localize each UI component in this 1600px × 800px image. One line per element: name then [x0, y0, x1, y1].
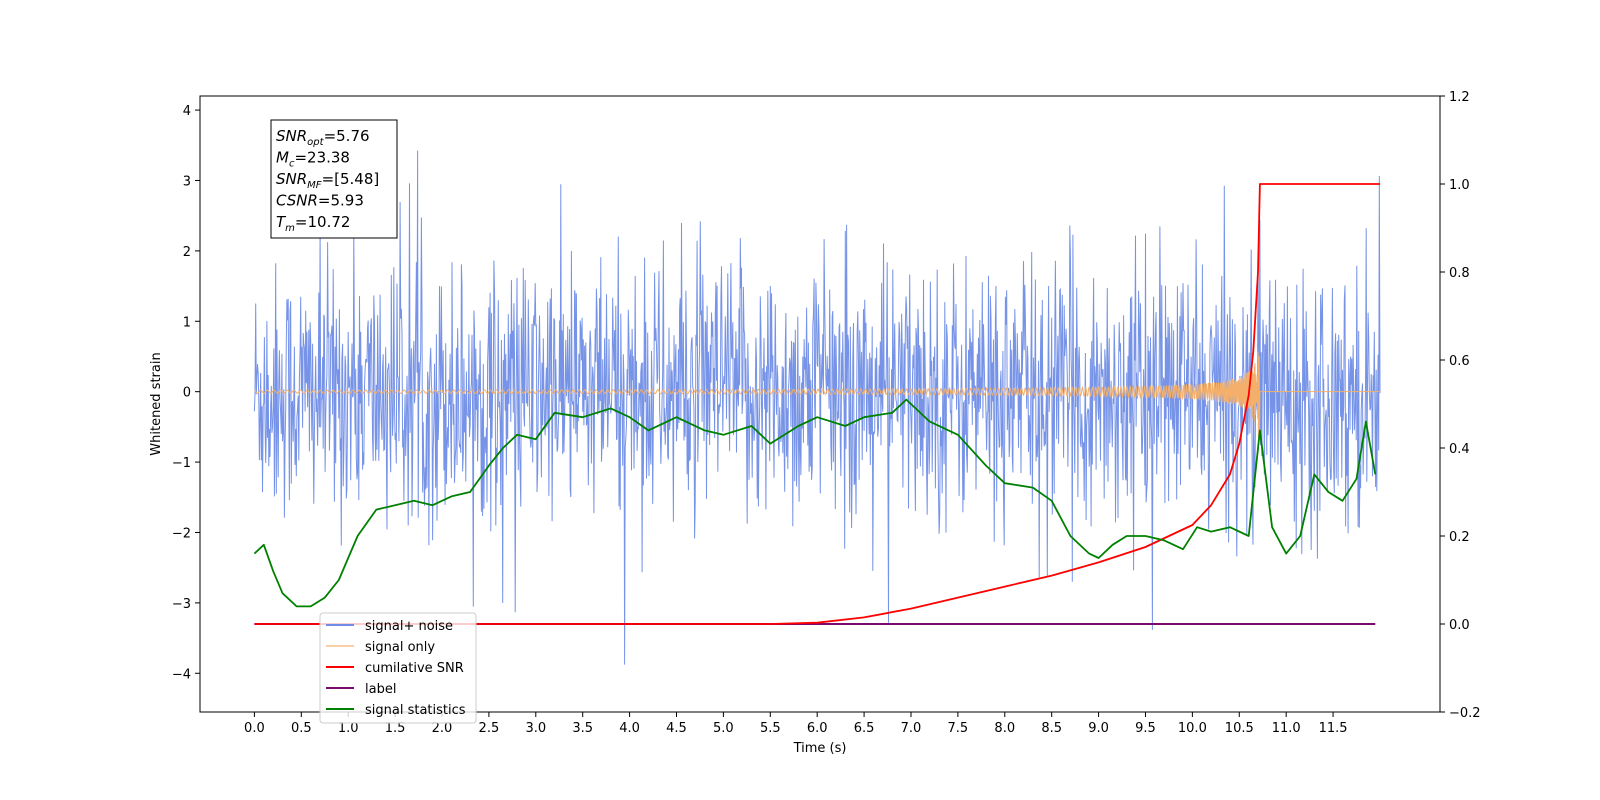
x-axis: 0.0 0.5 1.0 1.5 2.0 2.5 3.0 3.5 4.0 4.5 5.0 5.5 6.0 6…	[244, 712, 1348, 736]
y2-tick-label: 0.2	[1449, 530, 1470, 545]
x-tick-label: 11.0	[1272, 721, 1301, 736]
y-axis-label: Whitened strain	[149, 352, 164, 455]
x-tick-label: 10.0	[1178, 721, 1207, 736]
y2-tick-label: 0.8	[1449, 266, 1470, 281]
legend-entry: cumilative SNR	[365, 661, 464, 676]
x-tick-label: 6.5	[854, 721, 875, 736]
x-tick-label: 11.5	[1319, 721, 1348, 736]
x-axis-label: Time (s)	[793, 741, 847, 756]
y2-tick-label: 0.4	[1449, 442, 1470, 457]
y2-tick-label: 1.2	[1449, 90, 1470, 105]
x-tick-label: 5.5	[760, 721, 781, 736]
annotation-frame	[270, 119, 398, 239]
y-tick-label: −1	[172, 456, 191, 471]
x-tick-label: 3.5	[572, 721, 593, 736]
x-tick-label: 7.5	[948, 721, 969, 736]
y-tick-label: 0	[183, 386, 191, 401]
series-signal-noise	[253, 150, 1381, 665]
x-tick-label: 8.0	[994, 721, 1015, 736]
legend-entry: signal+ noise	[365, 619, 453, 634]
x-tick-label: 1.5	[385, 721, 406, 736]
y-tick-label: −3	[172, 597, 191, 612]
y-tick-label: 1	[183, 315, 191, 330]
x-tick-label: 2.0	[432, 721, 453, 736]
x-tick-label: 4.0	[619, 721, 640, 736]
y2-tick-label: 0.6	[1449, 354, 1470, 369]
y-tick-label: −4	[172, 667, 191, 682]
y2-tick-label: 0.0	[1449, 618, 1470, 633]
x-tick-label: 2.5	[479, 721, 500, 736]
axes-frame	[199, 95, 1441, 713]
x-tick-label: 1.0	[338, 721, 359, 736]
y-axis-left: 4 3 2 1 0 −1 −2 −3 −4	[172, 104, 200, 682]
stats-annotation-box: SNRopt=5.76Mc=23.38SNRMF=[5.48]CSNR=5.93…	[270, 119, 398, 239]
y-tick-label: −2	[172, 526, 191, 541]
annotation-line: SNRopt=5.76	[276, 127, 370, 148]
legend: signal+ noise signal only cumilative SNR la…	[319, 612, 477, 724]
x-tick-label: 5.0	[713, 721, 734, 736]
series-signal-only	[254, 351, 1380, 438]
x-tick-label: 10.5	[1225, 721, 1254, 736]
y2-tick-label: 1.0	[1449, 178, 1470, 193]
series-signal-statistics	[253, 398, 1377, 608]
y-tick-label: 2	[183, 245, 191, 260]
legend-entry: label	[365, 682, 396, 697]
x-tick-label: 4.5	[666, 721, 687, 736]
x-tick-label: 9.0	[1088, 721, 1109, 736]
annotation-line: SNRMF=[5.48]	[276, 170, 379, 191]
x-tick-label: 8.5	[1041, 721, 1062, 736]
y-tick-label: 4	[183, 104, 191, 119]
legend-frame	[319, 612, 477, 724]
x-tick-label: 0.5	[291, 721, 312, 736]
annotation-line: Tm=10.72	[276, 213, 350, 234]
legend-entry: signal statistics	[365, 703, 466, 718]
annotation-line: Mc=23.38	[276, 149, 350, 170]
y-tick-label: 3	[183, 174, 191, 189]
y2-tick-label: −0.2	[1449, 706, 1481, 721]
x-tick-label: 3.0	[525, 721, 546, 736]
x-tick-label: 0.0	[244, 721, 265, 736]
y-axis-right: 1.2 1.0 0.8 0.6 0.4 0.2 0.0 −0.2	[1440, 90, 1481, 721]
series-cumulative-snr	[254, 183, 1380, 625]
annotation-line: CSNR=5.93	[276, 192, 364, 210]
x-tick-label: 9.5	[1135, 721, 1156, 736]
legend-entry: signal only	[365, 640, 435, 655]
x-tick-label: 7.0	[901, 721, 922, 736]
plot-area	[253, 150, 1381, 665]
x-tick-label: 6.0	[807, 721, 828, 736]
